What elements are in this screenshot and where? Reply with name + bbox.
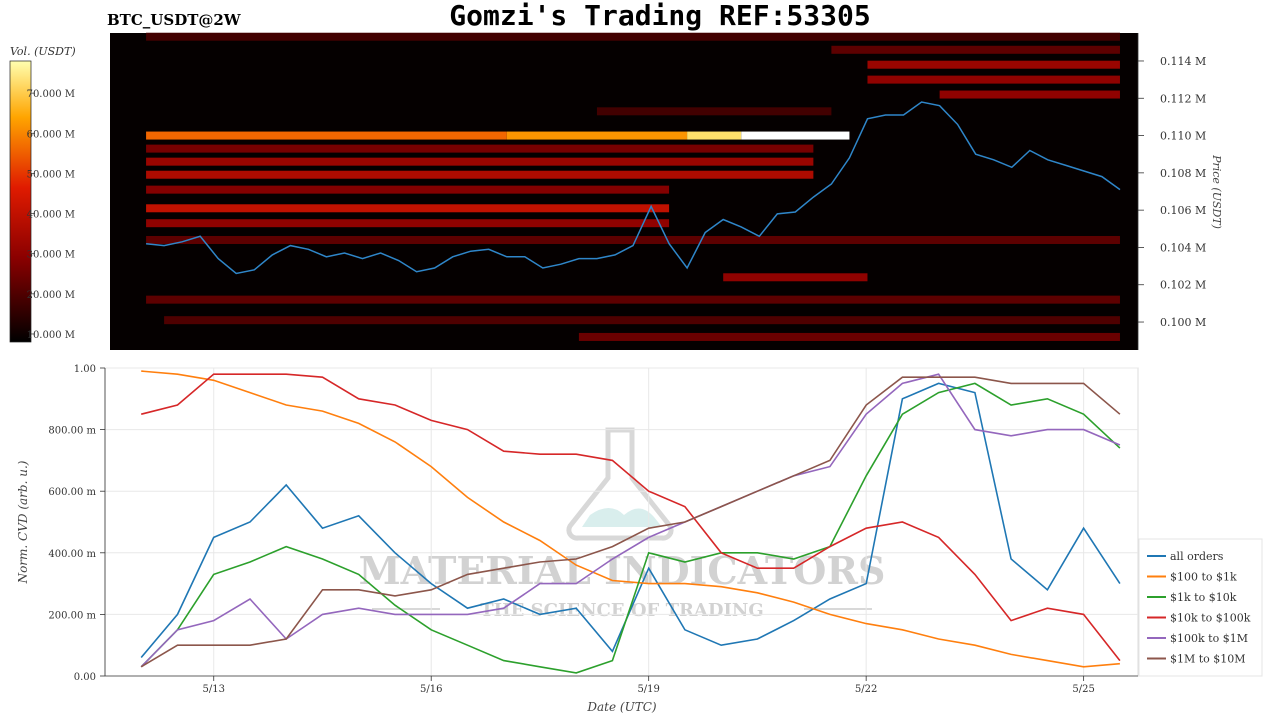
- flask-icon: [566, 427, 674, 541]
- legend-label: $1k to $10k: [1170, 591, 1237, 604]
- liquidity-wall: [164, 316, 1120, 325]
- cvd-x-tick-label: 5/19: [637, 684, 659, 695]
- colorbar-ticks: 10.000 M 20.000 M 30.000 M 40.000 M 50.000 M…: [27, 89, 75, 341]
- liquidity-wall: [596, 107, 832, 116]
- cvd-y-tick-label: 800.00 m: [48, 426, 96, 437]
- watermark-name: MATERIAL INDICATORS: [359, 548, 886, 593]
- liquidity-wall: [146, 185, 670, 194]
- legend-label: $100k to $1M: [1170, 632, 1248, 645]
- liquidity-wall: [146, 295, 1120, 304]
- price-tick-label: 0.110 M: [1160, 130, 1206, 143]
- cvd-series-line: [140, 382, 1121, 674]
- price-tick-label: 0.114 M: [1160, 55, 1206, 68]
- liquidity-wall: [146, 219, 670, 228]
- flask-liquid-icon: [582, 508, 662, 527]
- cvd-x-tick-label: 5/13: [203, 684, 225, 695]
- cvd-x-tick-label: 5/22: [855, 684, 877, 695]
- cvd-y-axis-label: Norm. CVD (arb. u.): [16, 460, 30, 584]
- cvd-x-tick-label: 5/25: [1072, 684, 1094, 695]
- legend-label: all orders: [1170, 550, 1224, 563]
- colorbar-tick-label: 60.000 M: [27, 129, 75, 140]
- colorbar-tick-label: 40.000 M: [27, 210, 75, 221]
- cvd-series-line: [141, 370, 1120, 668]
- price-tick-label: 0.112 M: [1160, 92, 1206, 105]
- liquidity-wall: [723, 273, 868, 282]
- liquidity-wall: [939, 90, 1120, 99]
- legend-label: $10k to $100k: [1170, 612, 1251, 625]
- cvd-y-tick-label: 0.00: [74, 672, 96, 683]
- liquidity-wall: [146, 144, 814, 153]
- liquidity-wall: [146, 170, 814, 179]
- price-tick-label: 0.108 M: [1160, 167, 1206, 180]
- cvd-x-axis-label: Date (UTC): [586, 700, 656, 714]
- price-tick-label: 0.100 M: [1160, 316, 1206, 329]
- liquidity-wall: [867, 60, 1120, 69]
- cvd-y-tick-label: 600.00 m: [48, 487, 96, 498]
- liquidity-wall: [146, 235, 1120, 244]
- liquidity-wall: [146, 32, 1120, 41]
- colorbar-label: Vol. (USDT): [10, 45, 76, 58]
- cvd-y-tick-label: 400.00 m: [48, 549, 96, 560]
- cvd-panel: 0.00 200.00 m 400.00 m 600.00 m 800.00 m 1.00…: [16, 364, 1263, 714]
- price-axis: 0.100 M 0.102 M 0.104 M 0.106 M 0.108 M 0.110…: [1137, 33, 1206, 350]
- liquidity-wall: [831, 45, 1120, 54]
- watermark-tagline: THE SCIENCE OF TRADING: [480, 600, 764, 621]
- colorbar-tick-label: 50.000 M: [27, 169, 75, 180]
- liquidity-wall: [506, 131, 688, 140]
- cvd-series-line: [140, 373, 1121, 668]
- price-line: [146, 101, 1121, 275]
- cvd-x-tick-label: 5/16: [420, 684, 442, 695]
- legend: all orders $100 to $1k $1k to $10k $10k to …: [1147, 550, 1251, 666]
- liquidity-wall: [578, 332, 1120, 341]
- watermark: MATERIAL INDICATORS THE SCIENCE OF TRADI…: [359, 427, 886, 621]
- heatmap-panel: 0.100 M 0.102 M 0.104 M 0.106 M 0.108 M 0.110…: [110, 32, 1223, 350]
- liquidity-wall: [867, 75, 1120, 84]
- colorbar-tick-label: 70.000 M: [27, 89, 75, 100]
- colorbar-tick-label: 10.000 M: [27, 330, 75, 341]
- legend-label: $1M to $10M: [1170, 653, 1246, 666]
- price-tick-label: 0.106 M: [1160, 204, 1206, 217]
- cvd-x-axis: 5/13 5/16 5/19 5/22 5/25: [105, 675, 1138, 695]
- colorbar-tick-label: 30.000 M: [27, 250, 75, 261]
- legend-label: $100 to $1k: [1170, 571, 1237, 584]
- cvd-series-line: [140, 376, 1121, 668]
- symbol-label: BTC_USDT@2W: [107, 11, 242, 29]
- price-tick-label: 0.102 M: [1160, 279, 1206, 292]
- cvd-lines: [140, 370, 1121, 674]
- colorbar-tick-label: 20.000 M: [27, 290, 75, 301]
- liquidity-wall: [741, 131, 850, 140]
- liquidity-walls: [146, 32, 1120, 341]
- cvd-y-tick-label: 200.00 m: [48, 610, 96, 621]
- liquidity-wall: [146, 131, 507, 140]
- cvd-series-line: [141, 373, 1121, 662]
- liquidity-wall: [146, 157, 814, 166]
- cvd-y-tick-label: 1.00: [74, 364, 96, 375]
- liquidity-wall: [687, 131, 742, 140]
- colorbar: Vol. (USDT) 10.000 M 20.000 M 30.000 M 40.0…: [9, 45, 76, 343]
- page-title: Gomzi's Trading REF:53305: [449, 0, 870, 32]
- liquidity-wall: [146, 204, 670, 213]
- price-tick-label: 0.104 M: [1160, 241, 1206, 254]
- cvd-y-axis: 0.00 200.00 m 400.00 m 600.00 m 800.00 m 1.00: [48, 364, 106, 683]
- legend-box: [1138, 538, 1263, 677]
- price-axis-label: Price (USDT): [1210, 154, 1223, 229]
- colorbar-gradient: [9, 60, 32, 343]
